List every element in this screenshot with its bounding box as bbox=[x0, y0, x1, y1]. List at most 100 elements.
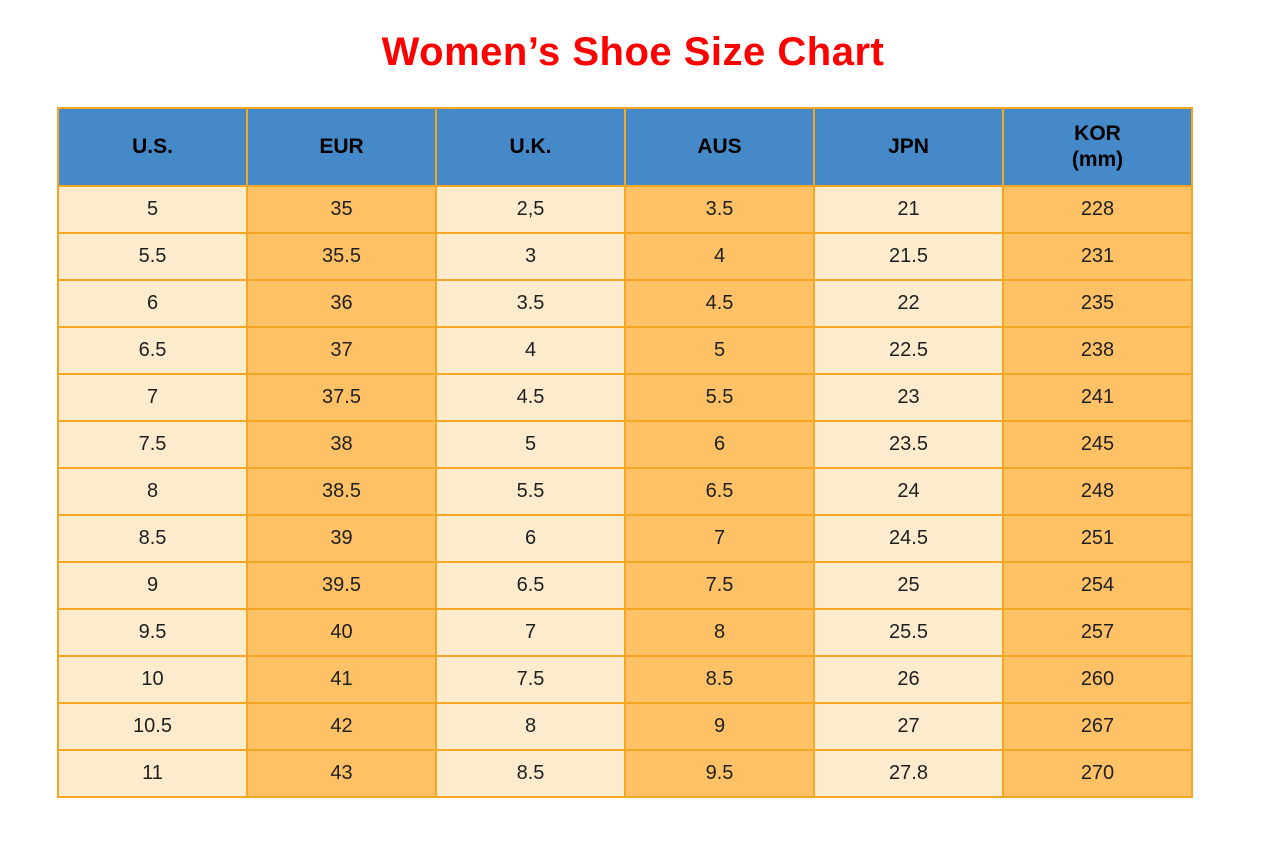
size-cell-kor: 238 bbox=[1002, 326, 1193, 375]
size-cell-jpn: 24.5 bbox=[813, 514, 1004, 563]
table-row: 8 38.5 5.5 6.5 24 248 bbox=[57, 467, 1193, 516]
size-cell-eur: 37.5 bbox=[246, 373, 437, 422]
size-cell-us: 7.5 bbox=[57, 420, 248, 469]
size-cell-jpn: 23 bbox=[813, 373, 1004, 422]
size-cell-uk: 4.5 bbox=[435, 373, 626, 422]
size-cell-eur: 39 bbox=[246, 514, 437, 563]
size-cell-eur: 43 bbox=[246, 749, 437, 798]
size-cell-aus: 6.5 bbox=[624, 467, 815, 516]
size-cell-eur: 38 bbox=[246, 420, 437, 469]
table-header: U.S. EUR U.K. AUS JPN KOR (mm) bbox=[57, 107, 1193, 187]
size-cell-jpn: 27.8 bbox=[813, 749, 1004, 798]
size-cell-kor: 248 bbox=[1002, 467, 1193, 516]
page-title: Women’s Shoe Size Chart bbox=[381, 30, 885, 74]
column-header-kor: KOR (mm) bbox=[1002, 107, 1193, 187]
shoe-size-table: U.S. EUR U.K. AUS JPN KOR (mm) 5 35 2,5 3.5 21 228 5… bbox=[57, 107, 1193, 798]
size-cell-jpn: 21 bbox=[813, 185, 1004, 234]
table-row: 10.5 42 8 9 27 267 bbox=[57, 702, 1193, 751]
size-cell-kor: 257 bbox=[1002, 608, 1193, 657]
size-cell-jpn: 22.5 bbox=[813, 326, 1004, 375]
size-cell-us: 8.5 bbox=[57, 514, 248, 563]
table-row: 6.5 37 4 5 22.5 238 bbox=[57, 326, 1193, 375]
size-cell-uk: 4 bbox=[435, 326, 626, 375]
size-cell-aus: 5.5 bbox=[624, 373, 815, 422]
table-row: 10 41 7.5 8.5 26 260 bbox=[57, 655, 1193, 704]
size-cell-kor: 235 bbox=[1002, 279, 1193, 328]
size-cell-eur: 39.5 bbox=[246, 561, 437, 610]
size-cell-us: 10 bbox=[57, 655, 248, 704]
size-cell-eur: 35 bbox=[246, 185, 437, 234]
size-cell-aus: 8.5 bbox=[624, 655, 815, 704]
size-cell-uk: 6.5 bbox=[435, 561, 626, 610]
column-header-aus: AUS bbox=[624, 107, 815, 187]
size-cell-kor: 254 bbox=[1002, 561, 1193, 610]
size-cell-kor: 231 bbox=[1002, 232, 1193, 281]
size-cell-kor: 260 bbox=[1002, 655, 1193, 704]
column-header-sublabel: (mm) bbox=[1071, 148, 1124, 171]
size-cell-us: 6 bbox=[57, 279, 248, 328]
column-header-uk: U.K. bbox=[435, 107, 626, 187]
size-cell-jpn: 26 bbox=[813, 655, 1004, 704]
size-cell-us: 10.5 bbox=[57, 702, 248, 751]
size-cell-jpn: 22 bbox=[813, 279, 1004, 328]
table-row: 5 35 2,5 3.5 21 228 bbox=[57, 185, 1193, 234]
size-cell-uk: 3 bbox=[435, 232, 626, 281]
size-cell-aus: 8 bbox=[624, 608, 815, 657]
size-cell-uk: 7 bbox=[435, 608, 626, 657]
size-cell-us: 9.5 bbox=[57, 608, 248, 657]
size-cell-eur: 42 bbox=[246, 702, 437, 751]
column-header-label: AUS bbox=[697, 135, 742, 158]
table-row: 6 36 3.5 4.5 22 235 bbox=[57, 279, 1193, 328]
size-cell-eur: 41 bbox=[246, 655, 437, 704]
table-row: 11 43 8.5 9.5 27.8 270 bbox=[57, 749, 1193, 798]
size-cell-us: 5.5 bbox=[57, 232, 248, 281]
table-row: 9.5 40 7 8 25.5 257 bbox=[57, 608, 1193, 657]
size-cell-us: 7 bbox=[57, 373, 248, 422]
size-cell-aus: 7.5 bbox=[624, 561, 815, 610]
size-cell-us: 5 bbox=[57, 185, 248, 234]
size-cell-kor: 270 bbox=[1002, 749, 1193, 798]
table-row: 7 37.5 4.5 5.5 23 241 bbox=[57, 373, 1193, 422]
size-cell-jpn: 25 bbox=[813, 561, 1004, 610]
size-cell-eur: 37 bbox=[246, 326, 437, 375]
column-header-label: EUR bbox=[319, 135, 364, 158]
table-body: 5 35 2,5 3.5 21 228 5.5 35.5 3 4 21.5 231 6 36 3.5 4.5 2… bbox=[57, 185, 1193, 798]
column-header-label: U.S. bbox=[132, 135, 173, 158]
size-cell-uk: 3.5 bbox=[435, 279, 626, 328]
column-header-eur: EUR bbox=[246, 107, 437, 187]
table-row: 8.5 39 6 7 24.5 251 bbox=[57, 514, 1193, 563]
size-cell-aus: 6 bbox=[624, 420, 815, 469]
size-cell-eur: 40 bbox=[246, 608, 437, 657]
size-cell-eur: 36 bbox=[246, 279, 437, 328]
size-cell-kor: 228 bbox=[1002, 185, 1193, 234]
column-header-jpn: JPN bbox=[813, 107, 1004, 187]
size-cell-aus: 4 bbox=[624, 232, 815, 281]
size-cell-uk: 7.5 bbox=[435, 655, 626, 704]
size-cell-us: 6.5 bbox=[57, 326, 248, 375]
size-cell-jpn: 27 bbox=[813, 702, 1004, 751]
header-row: U.S. EUR U.K. AUS JPN KOR (mm) bbox=[57, 107, 1193, 187]
size-cell-aus: 5 bbox=[624, 326, 815, 375]
size-cell-kor: 251 bbox=[1002, 514, 1193, 563]
size-cell-aus: 9 bbox=[624, 702, 815, 751]
size-cell-kor: 267 bbox=[1002, 702, 1193, 751]
size-cell-jpn: 24 bbox=[813, 467, 1004, 516]
size-cell-aus: 9.5 bbox=[624, 749, 815, 798]
size-cell-uk: 2,5 bbox=[435, 185, 626, 234]
size-cell-kor: 245 bbox=[1002, 420, 1193, 469]
size-cell-aus: 7 bbox=[624, 514, 815, 563]
table-row: 9 39.5 6.5 7.5 25 254 bbox=[57, 561, 1193, 610]
size-cell-uk: 8.5 bbox=[435, 749, 626, 798]
column-header-label: U.K. bbox=[509, 135, 552, 158]
size-cell-uk: 5 bbox=[435, 420, 626, 469]
size-cell-uk: 5.5 bbox=[435, 467, 626, 516]
column-header-us: U.S. bbox=[57, 107, 248, 187]
column-header-label: KOR bbox=[1074, 122, 1121, 145]
table-row: 7.5 38 5 6 23.5 245 bbox=[57, 420, 1193, 469]
size-cell-kor: 241 bbox=[1002, 373, 1193, 422]
size-cell-us: 8 bbox=[57, 467, 248, 516]
size-cell-eur: 38.5 bbox=[246, 467, 437, 516]
size-cell-aus: 3.5 bbox=[624, 185, 815, 234]
size-cell-aus: 4.5 bbox=[624, 279, 815, 328]
